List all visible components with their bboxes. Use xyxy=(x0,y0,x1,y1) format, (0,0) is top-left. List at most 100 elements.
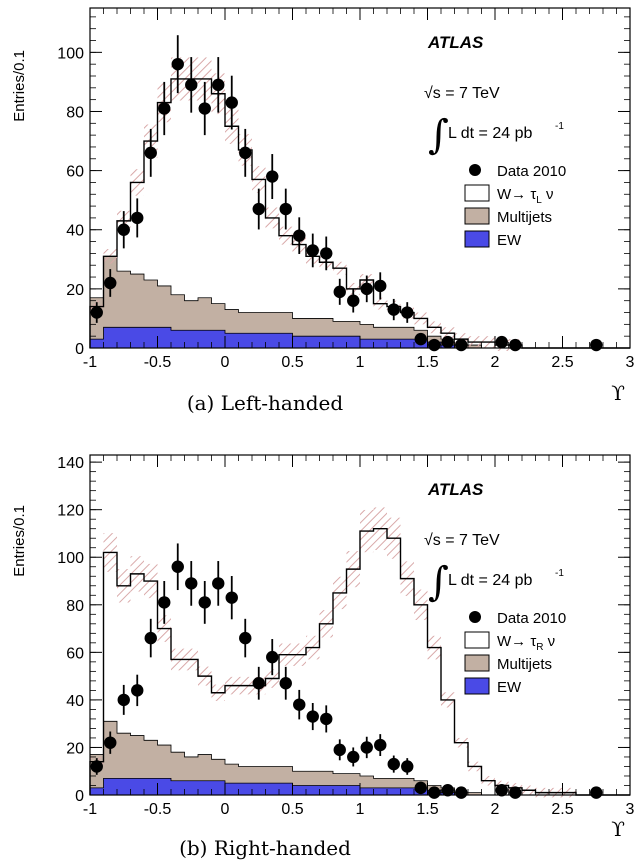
data-point xyxy=(374,279,387,293)
data-point xyxy=(320,712,333,726)
data-point xyxy=(144,631,157,645)
data-point xyxy=(225,96,238,109)
data-point xyxy=(347,294,360,307)
legend-multijet-swatch xyxy=(464,654,490,672)
data-point xyxy=(266,170,279,183)
x-tick-label: 1 xyxy=(356,801,365,818)
data-point xyxy=(212,577,225,590)
data-point xyxy=(441,335,454,349)
data-point xyxy=(347,750,360,764)
data-point xyxy=(509,786,522,799)
legend-label: Data 2010 xyxy=(497,163,566,180)
data-point xyxy=(279,677,292,690)
data-point xyxy=(590,786,603,799)
data-point xyxy=(117,223,130,236)
data-point xyxy=(387,303,400,316)
x-tick-label: 1.5 xyxy=(416,354,438,371)
y-axis-label: Entries/0.1 xyxy=(11,505,28,577)
x-tick-label: 2 xyxy=(491,801,500,818)
integral-sign: ∫ xyxy=(428,112,449,158)
data-point xyxy=(252,677,265,690)
data-point xyxy=(171,560,184,573)
data-point xyxy=(360,282,373,296)
panel-left-handed: -1 -0.5 0 0.5 1 1.5 2 2.5 3 0 20 40 60 80 100 Entries/0… xyxy=(11,7,635,415)
panel-caption: (a) Left-handed xyxy=(187,391,344,415)
y-axis-label: Entries/0.1 xyxy=(11,50,28,122)
y-tick-label: 0 xyxy=(75,341,84,358)
legend-label: Data 2010 xyxy=(497,610,566,627)
data-point xyxy=(333,743,346,757)
data-point xyxy=(293,229,306,242)
luminosity-label: L dt = 24 pb xyxy=(448,572,532,589)
data-point xyxy=(401,760,414,773)
x-tick-label: -0.5 xyxy=(144,354,172,371)
legend-data-marker xyxy=(469,164,481,176)
data-point xyxy=(158,596,171,609)
data-point xyxy=(225,591,238,604)
legend-data-marker xyxy=(469,611,481,623)
data-point xyxy=(455,786,468,799)
legend-label: Multijets xyxy=(497,656,552,673)
legend-label: EW xyxy=(497,232,522,249)
luminosity-exponent: -1 xyxy=(555,121,564,132)
data-point xyxy=(306,244,319,257)
data-point xyxy=(441,784,454,797)
y-tick-label: 20 xyxy=(66,740,84,757)
data-point xyxy=(90,760,103,773)
data-point xyxy=(104,736,117,749)
y-tick-label: 20 xyxy=(66,282,84,299)
legend-ew-swatch xyxy=(464,677,490,695)
data-point xyxy=(266,650,279,664)
panel-right-handed: -1 -0.5 0 0.5 1 1.5 2 2.5 3 0 20 40 60 80 100 120 140 Ent… xyxy=(11,454,635,860)
integral-sign: ∫ xyxy=(428,559,449,605)
data-point xyxy=(414,781,427,795)
x-tick-label: 3 xyxy=(626,801,635,818)
x-axis-label: ϒ xyxy=(611,817,625,841)
legend-label: W→ τL ν xyxy=(497,186,554,206)
legend-signal-swatch xyxy=(464,184,490,202)
data-point xyxy=(239,631,252,645)
x-axis-label: ϒ xyxy=(611,381,625,405)
data-point xyxy=(212,78,225,92)
luminosity-exponent: -1 xyxy=(555,568,564,579)
data-point xyxy=(495,335,508,349)
data-point xyxy=(131,211,144,225)
y-tick-label: 40 xyxy=(66,693,84,710)
data-point xyxy=(590,338,603,352)
data-point xyxy=(158,102,171,115)
data-point xyxy=(387,757,400,771)
data-point xyxy=(131,684,144,697)
x-tick-label: 2.5 xyxy=(551,801,573,818)
data-point xyxy=(509,338,522,352)
data-point xyxy=(117,693,130,707)
total-prediction-line xyxy=(89,528,630,796)
data-point xyxy=(90,306,103,319)
y-tick-label: 60 xyxy=(66,645,84,662)
x-tick-label: 2 xyxy=(491,354,500,371)
data-point xyxy=(495,784,508,797)
energy-label: √s = 7 TeV xyxy=(424,532,500,549)
data-point xyxy=(414,332,427,346)
data-point xyxy=(185,78,198,92)
x-tick-label: -0.5 xyxy=(144,801,172,818)
x-tick-label: 2.5 xyxy=(551,354,573,371)
x-tick-label: 0.5 xyxy=(281,354,303,371)
legend-label: W→ τR ν xyxy=(497,633,555,653)
energy-label: √s = 7 TeV xyxy=(424,85,500,102)
panel-caption: (b) Right-handed xyxy=(179,836,351,860)
data-point xyxy=(171,57,184,71)
legend-label: EW xyxy=(497,679,522,696)
data-point xyxy=(185,577,198,590)
data-point xyxy=(455,338,468,352)
y-tick-label: 140 xyxy=(57,455,84,472)
data-point xyxy=(198,596,211,609)
x-tick-label: -1 xyxy=(83,354,97,371)
data-point xyxy=(374,738,387,752)
x-tick-label: 3 xyxy=(626,354,635,371)
x-tick-label: 0 xyxy=(221,801,230,818)
legend-signal-swatch xyxy=(464,631,490,649)
data-point xyxy=(333,285,346,299)
x-tick-label: -1 xyxy=(83,801,97,818)
y-tick-label: 0 xyxy=(75,788,84,805)
